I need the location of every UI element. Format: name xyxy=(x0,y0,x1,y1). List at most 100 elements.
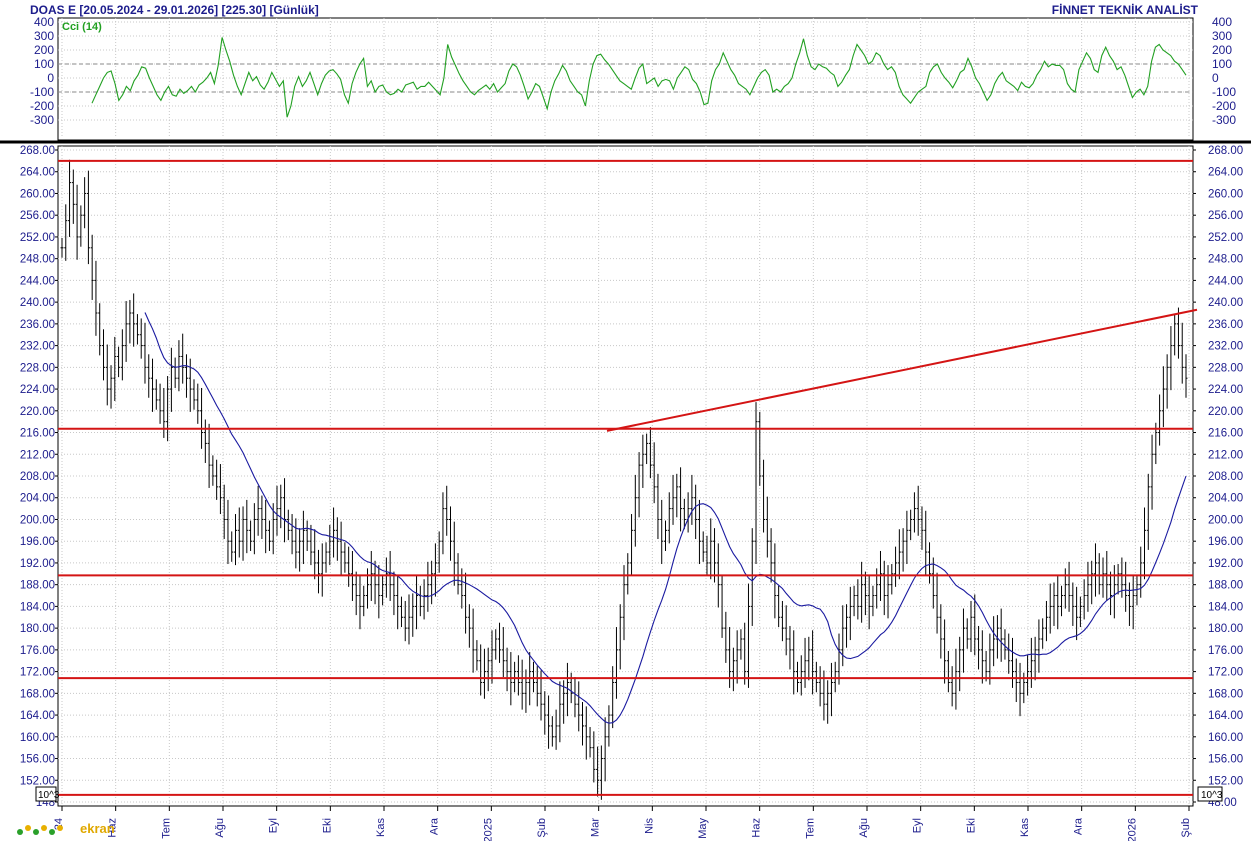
cci-tick-label-left: -300 xyxy=(30,113,54,127)
price-tick-label-left: 208.00 xyxy=(20,471,55,483)
price-tick-label-left: 176.00 xyxy=(20,645,55,657)
price-tick-label-left: 184.00 xyxy=(20,601,55,613)
price-tick-label-left: 172.00 xyxy=(20,667,55,679)
price-tick-label-right: 212.00 xyxy=(1208,449,1243,461)
cci-series xyxy=(91,37,1187,118)
x-axis: 24 Haz Tem Ağu Eyl Eki Kas Ara 2025 Şub Mar Nis May H… xyxy=(53,806,1192,841)
cci-tick-label-left: 200 xyxy=(34,43,54,57)
x-tick-label: Haz xyxy=(751,818,763,838)
price-tick-label-right: 240.00 xyxy=(1208,297,1243,309)
price-tick-label-left: 264.00 xyxy=(20,167,55,179)
cci-tick-label-left: -200 xyxy=(30,99,54,113)
price-tick-label-left: 164.00 xyxy=(20,710,55,722)
x-tick-label: Ağu xyxy=(858,818,870,838)
cci-tick-label-left: 300 xyxy=(34,29,54,43)
logo: ekran xyxy=(17,821,115,836)
price-tick-label-right: 180.00 xyxy=(1208,623,1243,635)
price-tick-label-left: 216.00 xyxy=(20,428,55,440)
scale-badge-right-text: 10^3 xyxy=(1201,790,1223,801)
cci-line xyxy=(91,37,1187,118)
price-tick-label-left: 252.00 xyxy=(20,232,55,244)
cci-panel-label: Cci (14) xyxy=(62,21,102,33)
x-tick-label: Eki xyxy=(321,818,333,833)
x-tick-label: 2026 xyxy=(1126,818,1138,841)
price-tick-label-right: 216.00 xyxy=(1208,428,1243,440)
price-tick-label-left: 224.00 xyxy=(20,384,55,396)
price-tick-label-right: 188.00 xyxy=(1208,580,1243,592)
logo-icon xyxy=(17,825,63,835)
price-tick-label-left: 240.00 xyxy=(20,297,55,309)
cci-tick-label-right: 400 xyxy=(1212,15,1232,29)
x-tick-label: Şub xyxy=(536,818,548,838)
cci-tick-label-right: 100 xyxy=(1212,57,1232,71)
moving-average-line xyxy=(144,312,1187,724)
x-tick-label: Eyl xyxy=(912,818,924,833)
x-tick-label: Tem xyxy=(804,818,816,839)
x-tick-label: Ağu xyxy=(214,818,226,838)
price-tick-label-left: 204.00 xyxy=(20,493,55,505)
price-tick-label-right: 208.00 xyxy=(1208,471,1243,483)
price-tick-label-left: 180.00 xyxy=(20,623,55,635)
x-tick-label: Kas xyxy=(375,818,387,837)
logo-text: ekran xyxy=(80,821,115,836)
price-tick-label-left: 256.00 xyxy=(20,210,55,222)
price-tick-label-left: 160.00 xyxy=(20,732,55,744)
x-tick-label: Kas xyxy=(1019,818,1031,837)
price-tick-label-left: 268.00 xyxy=(20,145,55,157)
x-tick-label: Ara xyxy=(1073,817,1085,835)
price-tick-label-right: 220.00 xyxy=(1208,406,1243,418)
price-tick-label-right: 244.00 xyxy=(1208,275,1243,287)
cci-grid xyxy=(58,18,1193,138)
price-tick-label-right: 160.00 xyxy=(1208,732,1243,744)
resistance-trendline xyxy=(606,308,1198,432)
price-grid xyxy=(58,146,1193,806)
price-tick-label-right: 200.00 xyxy=(1208,514,1243,526)
x-tick-label: Tem xyxy=(160,818,172,839)
support-resistance-levels xyxy=(58,159,1198,796)
price-tick-label-right: 264.00 xyxy=(1208,167,1243,179)
price-axis: 268.00 268.00 264.00 264.00 260.00 260.00 256.… xyxy=(20,145,1243,809)
price-tick-label-right: 204.00 xyxy=(1208,493,1243,505)
price-tick-label-right: 172.00 xyxy=(1208,667,1243,679)
price-tick-label-right: 252.00 xyxy=(1208,232,1243,244)
price-tick-label-left: 168.00 xyxy=(20,688,55,700)
price-tick-label-right: 168.00 xyxy=(1208,688,1243,700)
price-tick-label-left: 156.00 xyxy=(20,754,55,766)
cci-tick-label-right: -200 xyxy=(1212,99,1236,113)
moving-average xyxy=(144,312,1187,724)
scale-badge-right xyxy=(1197,786,1223,802)
price-tick-label-left: 228.00 xyxy=(20,362,55,374)
price-tick-label-left: 236.00 xyxy=(20,319,55,331)
price-tick-label-right: 256.00 xyxy=(1208,210,1243,222)
cci-tick-label-left: -100 xyxy=(30,85,54,99)
price-tick-label-right: 156.00 xyxy=(1208,754,1243,766)
scale-badge-left-text: 10^3 xyxy=(38,790,60,801)
cci-tick-label-left: 100 xyxy=(34,57,54,71)
price-tick-label-right: 232.00 xyxy=(1208,341,1243,353)
x-tick-label: Haz xyxy=(107,818,119,838)
scale-badge-left xyxy=(35,786,57,802)
price-tick-label-right: 152.00 xyxy=(1208,775,1243,787)
price-tick-label-right: 224.00 xyxy=(1208,384,1243,396)
price-tick-label-right: 228.00 xyxy=(1208,362,1243,374)
cci-tick-label-right: 0 xyxy=(1212,71,1219,85)
cci-tick-label-right: 300 xyxy=(1212,29,1232,43)
x-tick-label: Eyl xyxy=(268,818,280,833)
cci-tick-label-right: 200 xyxy=(1212,43,1232,57)
price-tick-label-left: 232.00 xyxy=(20,341,55,353)
price-tick-label-left: 200.00 xyxy=(20,514,55,526)
price-tick-label-right: 184.00 xyxy=(1208,601,1243,613)
price-tick-label-right: 196.00 xyxy=(1208,536,1243,548)
price-tick-label-left: 192.00 xyxy=(20,558,55,570)
x-tick-label: May xyxy=(697,818,709,839)
x-tick-label: Mar xyxy=(590,818,602,837)
x-tick-label: Eki xyxy=(965,818,977,833)
price-tick-label-left: 248.00 xyxy=(20,254,55,266)
price-tick-label-left: 212.00 xyxy=(20,449,55,461)
price-tick-label-left: 196.00 xyxy=(20,536,55,548)
price-tick-label-left: 260.00 xyxy=(20,188,55,200)
cci-tick-label-left: 0 xyxy=(47,71,54,85)
price-tick-label-right: 248.00 xyxy=(1208,254,1243,266)
